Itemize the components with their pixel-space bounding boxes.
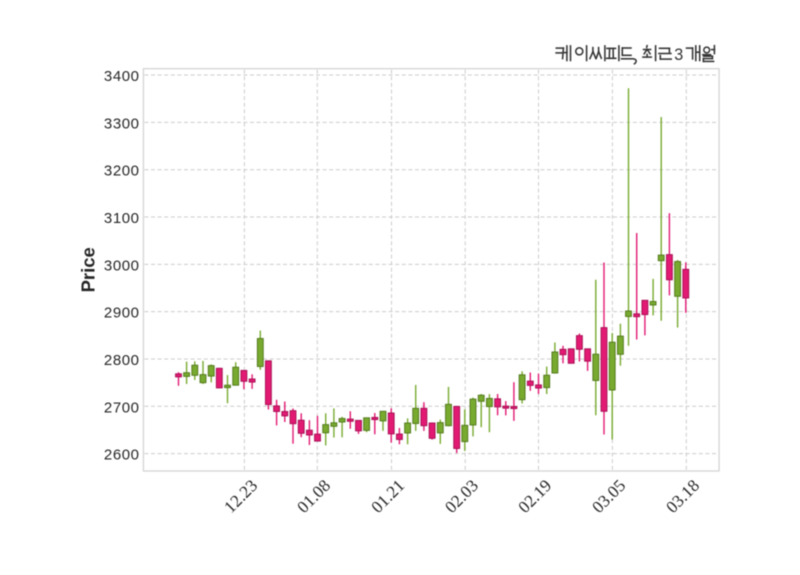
svg-text:2700: 2700	[104, 399, 140, 416]
svg-text:2600: 2600	[104, 447, 140, 464]
svg-text:3300: 3300	[104, 115, 140, 132]
svg-text:3200: 3200	[104, 163, 140, 180]
svg-text:3000: 3000	[104, 257, 140, 274]
svg-text:3400: 3400	[104, 68, 140, 85]
svg-text:Price: Price	[77, 247, 98, 292]
svg-text:2900: 2900	[104, 305, 140, 322]
svg-text:3: 3	[674, 46, 683, 64]
svg-text:3100: 3100	[104, 210, 140, 227]
svg-text:2800: 2800	[104, 352, 140, 369]
